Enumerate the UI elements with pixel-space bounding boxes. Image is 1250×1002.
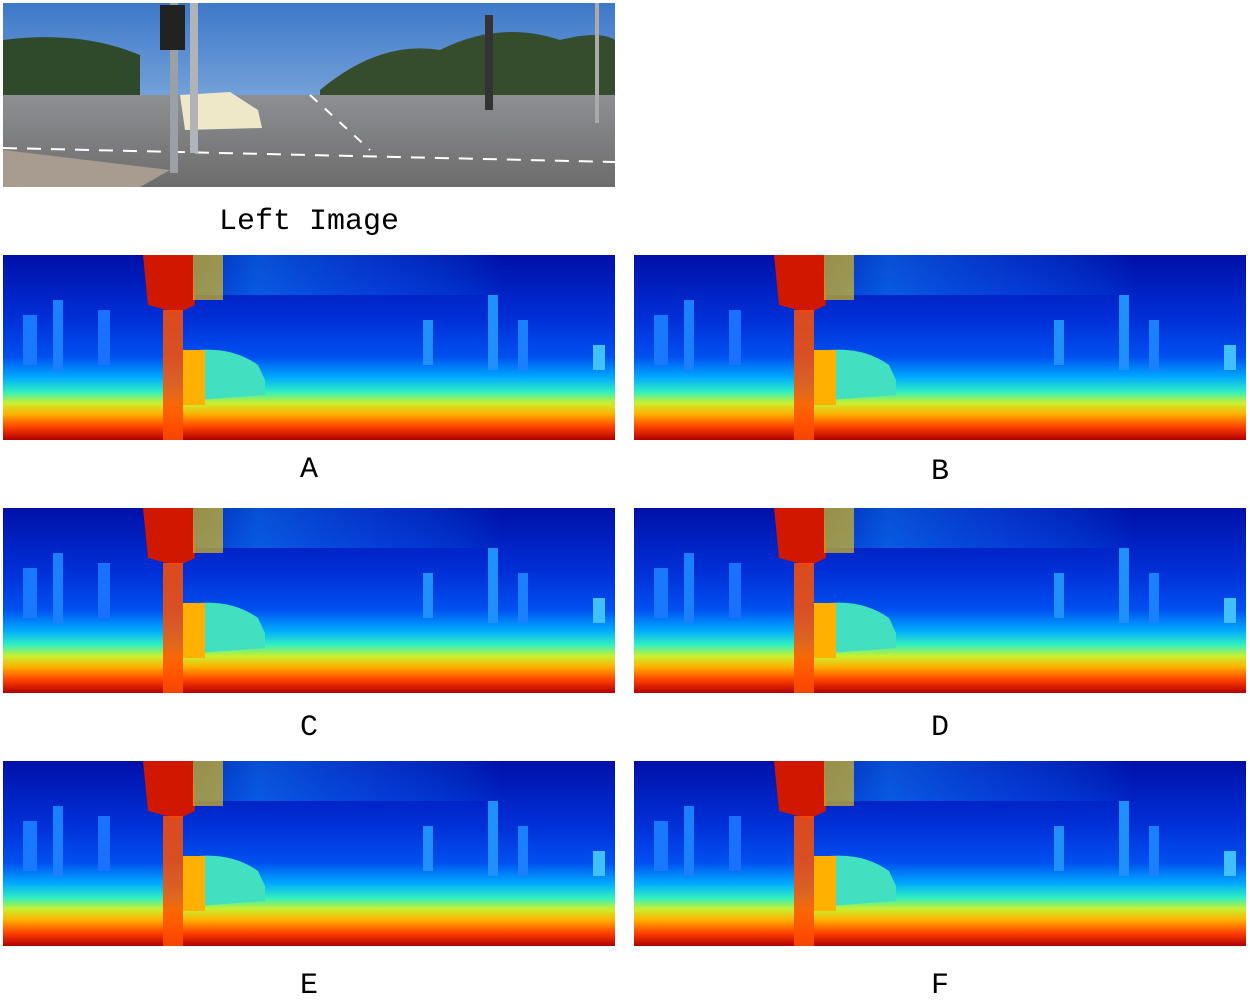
panel-label: F xyxy=(931,969,949,1002)
left-image xyxy=(2,3,616,187)
panel-label: C xyxy=(300,711,318,745)
panel-label: E xyxy=(300,969,318,1002)
depth-map xyxy=(634,508,1246,693)
panel-label: A xyxy=(300,453,318,487)
panel-label: D xyxy=(931,711,949,745)
depth-map xyxy=(3,255,615,440)
depth-map xyxy=(3,508,615,693)
depth-map xyxy=(634,761,1246,946)
panel-label: B xyxy=(931,455,949,489)
depth-map xyxy=(634,255,1246,440)
depth-map xyxy=(3,761,615,946)
panel-label: Left Image xyxy=(219,205,399,239)
